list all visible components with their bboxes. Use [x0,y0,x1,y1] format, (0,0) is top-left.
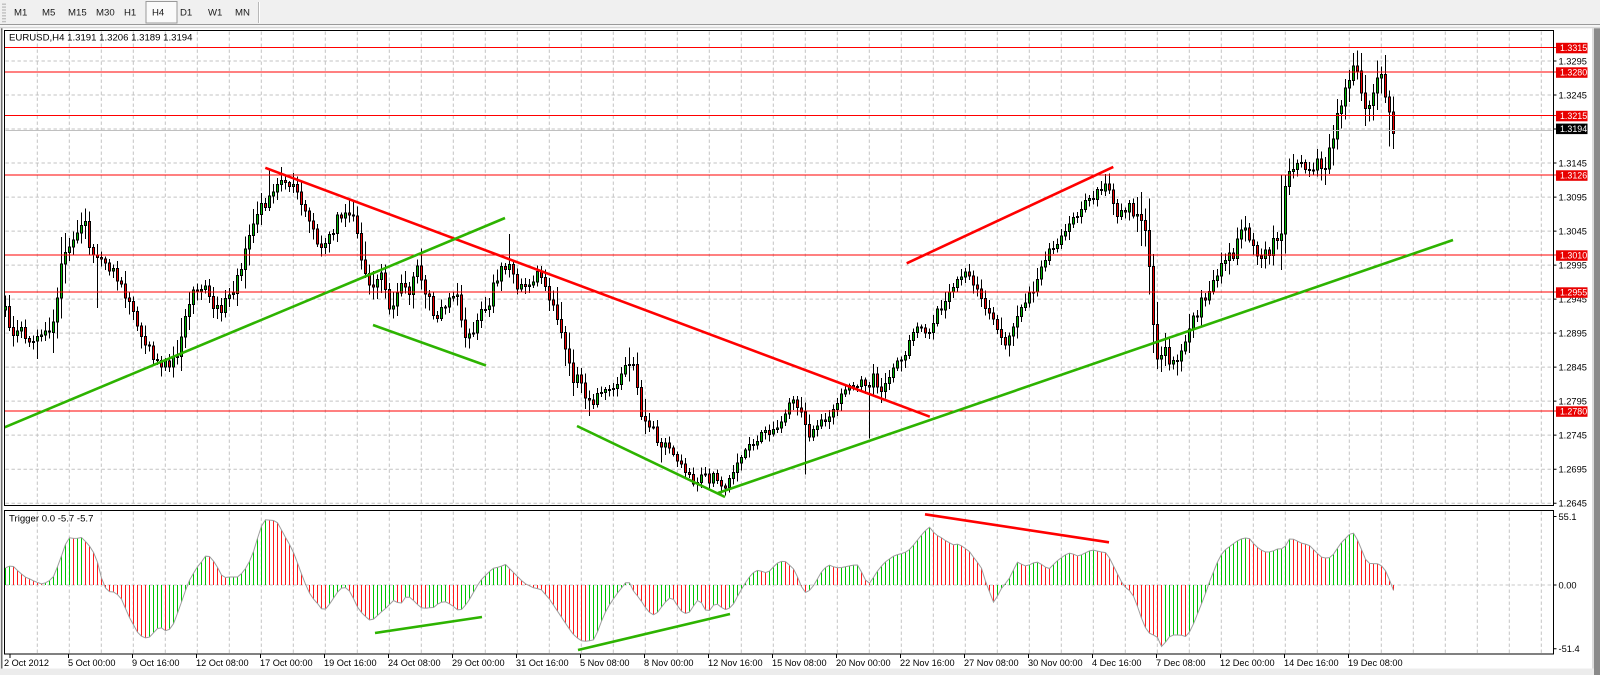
svg-text:1.2845: 1.2845 [1559,362,1587,372]
svg-text:15 Nov 08:00: 15 Nov 08:00 [772,658,827,668]
svg-text:1.3245: 1.3245 [1559,90,1587,100]
svg-text:1.3194: 1.3194 [1560,124,1587,134]
svg-text:1.3315: 1.3315 [1560,43,1587,53]
svg-text:27 Nov 08:00: 27 Nov 08:00 [964,658,1019,668]
svg-text:1.2955: 1.2955 [1560,288,1587,298]
svg-text:1.3126: 1.3126 [1560,171,1587,181]
svg-text:4 Dec 16:00: 4 Dec 16:00 [1092,658,1142,668]
svg-text:17 Oct 00:00: 17 Oct 00:00 [260,658,313,668]
svg-text:EURUSD,H4 1.3191 1.3206 1.318: EURUSD,H4 1.3191 1.3206 1.3189 1.3194 [9,33,193,44]
svg-text:12 Dec 00:00: 12 Dec 00:00 [1220,658,1275,668]
svg-text:1.3295: 1.3295 [1559,56,1587,66]
svg-text:Trigger 0.0 -5.7 -5.7: Trigger 0.0 -5.7 -5.7 [9,514,93,525]
svg-text:1.3280: 1.3280 [1560,68,1587,78]
svg-text:55.1: 55.1 [1559,512,1577,522]
svg-text:19 Dec 08:00: 19 Dec 08:00 [1348,658,1403,668]
svg-text:24 Oct 08:00: 24 Oct 08:00 [388,658,441,668]
svg-text:MN: MN [235,8,250,19]
svg-text:22 Nov 16:00: 22 Nov 16:00 [900,658,955,668]
svg-text:-51.4: -51.4 [1559,644,1580,654]
svg-text:1.2780: 1.2780 [1560,407,1587,417]
svg-text:8 Nov 00:00: 8 Nov 00:00 [644,658,694,668]
svg-text:2 Oct 2012: 2 Oct 2012 [4,658,49,668]
svg-text:1.2895: 1.2895 [1559,328,1587,338]
svg-text:1.2945: 1.2945 [1559,294,1587,304]
svg-text:14 Dec 16:00: 14 Dec 16:00 [1284,658,1339,668]
svg-text:12 Nov 16:00: 12 Nov 16:00 [708,658,763,668]
svg-text:W1: W1 [208,8,222,19]
svg-text:1.2795: 1.2795 [1559,396,1587,406]
svg-text:7 Dec 08:00: 7 Dec 08:00 [1156,658,1206,668]
svg-text:1.3145: 1.3145 [1559,158,1587,168]
svg-text:1.2995: 1.2995 [1559,260,1587,270]
svg-text:M30: M30 [96,8,115,19]
svg-text:M1: M1 [14,8,27,19]
svg-text:20 Nov 00:00: 20 Nov 00:00 [836,658,891,668]
svg-text:1.2645: 1.2645 [1559,499,1587,509]
svg-text:1.3095: 1.3095 [1559,192,1587,202]
svg-text:H4: H4 [152,8,165,19]
svg-text:19 Oct 16:00: 19 Oct 16:00 [324,658,377,668]
svg-text:1.3215: 1.3215 [1560,111,1587,121]
svg-text:5 Oct 00:00: 5 Oct 00:00 [68,658,116,668]
svg-text:1.3010: 1.3010 [1560,251,1587,261]
svg-text:1.3045: 1.3045 [1559,226,1587,236]
svg-text:M15: M15 [68,8,87,19]
svg-text:29 Oct 00:00: 29 Oct 00:00 [452,658,505,668]
svg-text:31 Oct 16:00: 31 Oct 16:00 [516,658,569,668]
svg-text:1.2745: 1.2745 [1559,430,1587,440]
svg-text:12 Oct 08:00: 12 Oct 08:00 [196,658,249,668]
svg-text:H1: H1 [124,8,136,19]
svg-text:D1: D1 [180,8,192,19]
svg-text:1.2695: 1.2695 [1559,465,1587,475]
svg-text:9 Oct 16:00: 9 Oct 16:00 [132,658,180,668]
svg-text:0.00: 0.00 [1559,580,1577,590]
svg-text:30 Nov 00:00: 30 Nov 00:00 [1028,658,1083,668]
svg-text:M5: M5 [42,8,55,19]
svg-text:5 Nov 08:00: 5 Nov 08:00 [580,658,630,668]
